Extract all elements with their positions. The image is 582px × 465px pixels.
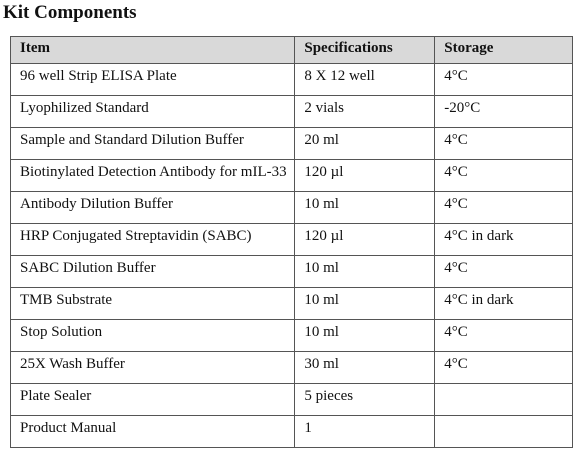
table-row: Stop Solution 10 ml 4°C [9,319,573,352]
table-cell: 25X Wash Buffer [9,351,296,384]
column-header: Item [9,36,296,64]
table-cell: 4°C in dark [434,287,573,320]
table-cell: 10 ml [294,287,436,320]
table-cell: Stop Solution [9,319,296,352]
table-cell: 120 µl [294,159,436,192]
column-header: Storage [434,36,573,64]
table-cell [434,383,573,416]
table-row: 25X Wash Buffer 30 ml 4°C [9,351,573,384]
table-cell: 120 µl [294,223,436,256]
table-cell: Product Manual [9,415,296,448]
components-table: Item Specifications Storage 96 well Strip … [9,36,573,448]
table-cell: 2 vials [294,95,436,128]
table-cell: Lyophilized Standard [9,95,296,128]
column-header: Specifications [294,36,436,64]
table-cell: Biotinylated Detection Antibody for mIL-… [9,159,296,192]
table-row: Lyophilized Standard 2 vials -20°C [9,95,573,128]
table-cell: -20°C [434,95,573,128]
table-cell: 30 ml [294,351,436,384]
table-row: SABC Dilution Buffer 10 ml 4°C [9,255,573,288]
table-row: Product Manual 1 [9,415,573,448]
table-row: HRP Conjugated Streptavidin (SABC) 120 µl… [9,223,573,256]
table-row: 96 well Strip ELISA Plate 8 X 12 well 4°C [9,63,573,96]
table-cell: Antibody Dilution Buffer [9,191,296,224]
table-row: Plate Sealer 5 pieces [9,383,573,416]
table-cell: SABC Dilution Buffer [9,255,296,288]
table-cell: Sample and Standard Dilution Buffer [9,127,296,160]
table-cell: TMB Substrate [9,287,296,320]
table-cell: 4°C [434,319,573,352]
table-cell: 1 [294,415,436,448]
table-cell: 4°C [434,255,573,288]
table-cell: 4°C in dark [434,223,573,256]
table-row: Antibody Dilution Buffer 10 ml 4°C [9,191,573,224]
table-cell [434,415,573,448]
table-cell: Plate Sealer [9,383,296,416]
table-cell: 5 pieces [294,383,436,416]
table-cell: 10 ml [294,255,436,288]
table-row: Biotinylated Detection Antibody for mIL-… [9,159,573,192]
section-title: Kit Components [3,2,137,23]
table-row: TMB Substrate 10 ml 4°C in dark [9,287,573,320]
table-cell: 8 X 12 well [294,63,436,96]
table-cell: 20 ml [294,127,436,160]
table-cell: 4°C [434,159,573,192]
table-cell: 4°C [434,351,573,384]
table-cell: HRP Conjugated Streptavidin (SABC) [9,223,296,256]
table-cell: 4°C [434,191,573,224]
table-row: Sample and Standard Dilution Buffer 20 ml… [9,127,573,160]
table-cell: 4°C [434,63,573,96]
table-cell: 10 ml [294,191,436,224]
header-row: Item Specifications Storage [9,36,573,64]
table-cell: 4°C [434,127,573,160]
table-cell: 96 well Strip ELISA Plate [9,63,296,96]
table-cell: 10 ml [294,319,436,352]
